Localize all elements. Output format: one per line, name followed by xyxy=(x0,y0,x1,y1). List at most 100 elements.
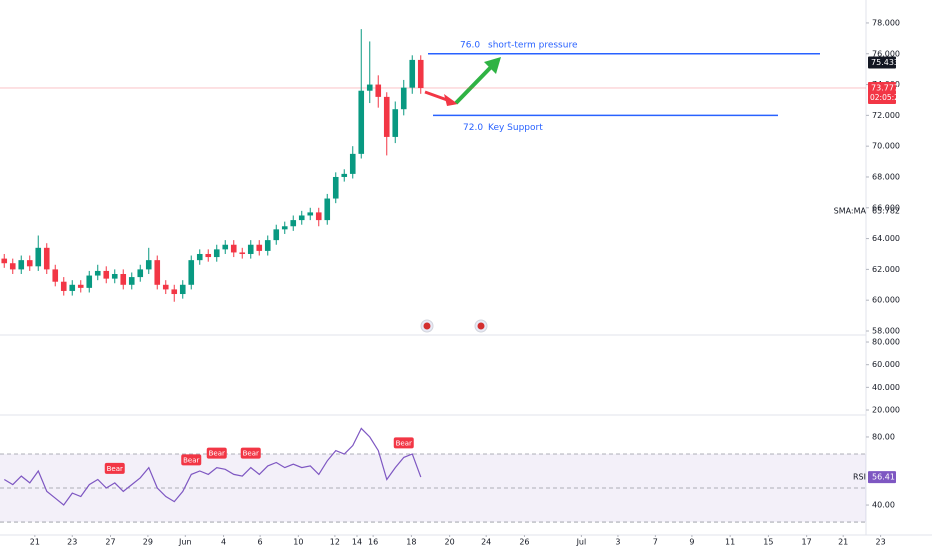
candle-body xyxy=(392,109,399,137)
candle-body xyxy=(256,244,263,251)
x-tick-label: 3 xyxy=(615,538,620,547)
candle-body xyxy=(52,269,59,282)
x-tick-label: 21 xyxy=(30,538,40,547)
level-value: 72.0 xyxy=(463,123,483,133)
candle-body xyxy=(239,252,246,254)
candle-body xyxy=(366,84,373,91)
candle-body xyxy=(179,284,186,295)
x-tick-label: 14 xyxy=(352,538,362,547)
y-tick-label: 70.000 xyxy=(872,142,900,151)
candle-body xyxy=(171,289,178,295)
y-tick-label: 40.000 xyxy=(872,383,900,392)
candle-body xyxy=(341,173,348,177)
candle-body xyxy=(111,274,118,279)
candle-body xyxy=(273,229,280,241)
candle-body xyxy=(9,263,16,270)
x-tick-label: 4 xyxy=(221,538,226,547)
candle-body xyxy=(375,84,382,97)
sma-label: SMA:MA xyxy=(834,207,867,216)
candle-body xyxy=(120,274,127,285)
x-tick-label: 17 xyxy=(802,538,812,547)
candle-body xyxy=(290,220,297,227)
candle-body xyxy=(162,284,169,290)
candle-body xyxy=(349,153,356,174)
x-tick-label: 20 xyxy=(445,538,455,547)
x-tick-label: 23 xyxy=(876,538,886,547)
candle-body xyxy=(409,59,416,88)
bear-label: Bear xyxy=(396,439,412,447)
candle-body xyxy=(247,244,254,254)
candle-body xyxy=(324,198,331,221)
candle-body xyxy=(94,270,101,276)
candle-body xyxy=(60,281,67,291)
candle-body xyxy=(315,212,322,221)
candle-body xyxy=(281,226,288,230)
rsi-tag xyxy=(868,471,896,484)
last-price-label: 73.777 xyxy=(871,83,899,92)
candle-body xyxy=(358,90,365,154)
candle-body xyxy=(298,215,305,221)
y-tick-label: 60.000 xyxy=(872,360,900,369)
y-tick-label: 80.00 xyxy=(872,432,895,441)
rsi-name: RSI xyxy=(853,473,866,482)
bear-tag xyxy=(181,454,202,466)
candle-body xyxy=(230,244,237,253)
x-tick-label: 7 xyxy=(653,538,658,547)
bear-label: Bear xyxy=(107,465,123,473)
bear-tag xyxy=(393,437,414,449)
x-tick-label: 16 xyxy=(368,538,378,547)
candle-body xyxy=(205,253,212,258)
candle-body xyxy=(77,284,84,288)
candle-body xyxy=(332,176,339,199)
x-tick-label: 6 xyxy=(258,538,263,547)
candle-body xyxy=(264,240,271,251)
x-tick-label: Jun xyxy=(178,538,192,547)
arrow-down xyxy=(424,90,458,106)
candle-body xyxy=(26,260,33,267)
candle-body xyxy=(35,247,42,267)
x-tick-label: 10 xyxy=(293,538,303,547)
bear-tag xyxy=(104,462,125,474)
y-tick-label: 76.000 xyxy=(872,49,900,58)
y-tick-label: 78.000 xyxy=(872,18,900,27)
countdown: 02:05:21 xyxy=(870,93,904,102)
candle-body xyxy=(1,258,8,264)
level-text: short-term pressure xyxy=(488,40,578,50)
x-tick-label: Jul xyxy=(576,538,587,547)
candle-body xyxy=(18,260,25,270)
candle-body xyxy=(128,277,135,285)
bear-tag xyxy=(240,447,261,459)
x-tick-label: 27 xyxy=(105,538,115,547)
x-tick-label: 23 xyxy=(67,538,77,547)
y-tick-label: 80.000 xyxy=(872,338,900,347)
x-tick-label: 29 xyxy=(143,538,153,547)
x-tick-label: 12 xyxy=(330,538,340,547)
candle-body xyxy=(213,249,220,258)
candle-body xyxy=(222,244,229,250)
candle-body xyxy=(188,260,195,285)
level-text: Key Support xyxy=(488,123,543,133)
candle-body xyxy=(383,96,390,137)
y-tick-label: 60.000 xyxy=(872,296,900,305)
candle-body xyxy=(69,284,76,291)
bear-label: Bear xyxy=(183,456,199,464)
candle-body xyxy=(43,247,50,270)
rsi-value: 56.41 xyxy=(872,473,895,482)
y-tick-label: 72.000 xyxy=(872,111,900,120)
candle-body xyxy=(417,59,424,88)
event-icon xyxy=(474,319,488,333)
bear-tag xyxy=(206,447,227,459)
y-tick-label: 58.000 xyxy=(872,326,900,335)
bear-label: Bear xyxy=(209,450,225,458)
x-tick-label: 26 xyxy=(519,538,529,547)
candle-body xyxy=(307,212,314,216)
arrow-up xyxy=(454,57,501,105)
last-price-tag xyxy=(868,81,896,104)
event-icon xyxy=(420,319,434,333)
candle-body xyxy=(196,253,203,261)
x-tick-label: 21 xyxy=(838,538,848,547)
candle-body xyxy=(137,269,144,278)
y-tick-label: 20.000 xyxy=(872,406,900,415)
